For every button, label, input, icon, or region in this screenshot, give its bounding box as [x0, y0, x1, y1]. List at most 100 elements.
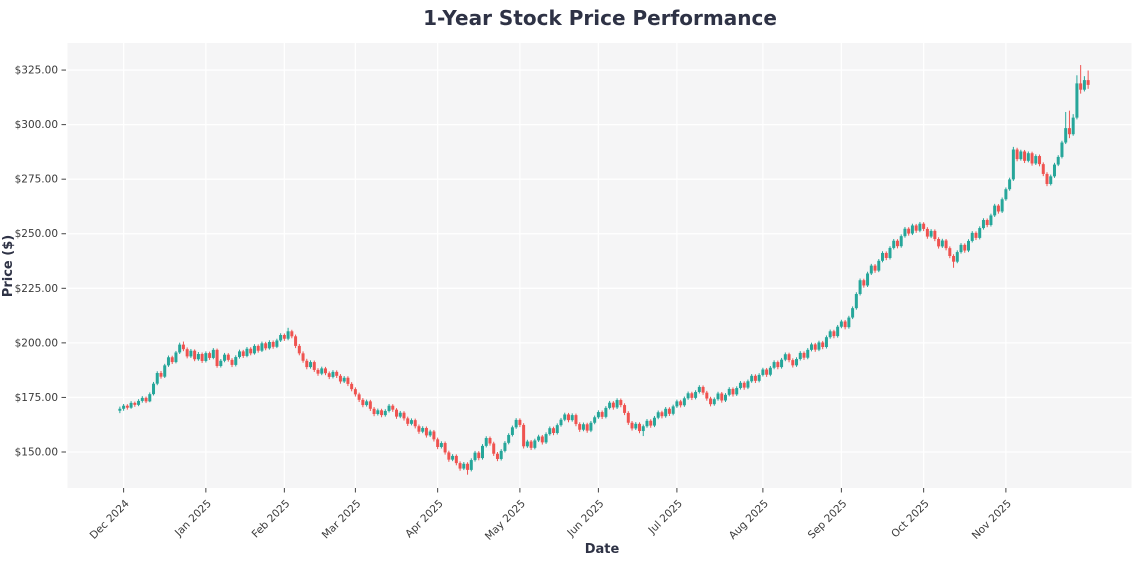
candle[interactable] [712, 397, 716, 406]
candle[interactable] [709, 396, 713, 407]
candle[interactable] [361, 398, 365, 408]
candle[interactable] [780, 357, 784, 369]
candle[interactable] [365, 399, 369, 407]
candle[interactable] [335, 370, 339, 379]
candle[interactable] [652, 415, 656, 428]
candle[interactable] [391, 404, 395, 412]
candle[interactable] [439, 441, 443, 449]
candle[interactable] [806, 348, 810, 360]
candle[interactable] [447, 450, 451, 462]
candle[interactable] [970, 231, 974, 243]
candle[interactable] [1019, 149, 1023, 161]
candle[interactable] [241, 349, 245, 358]
candle[interactable] [877, 259, 881, 273]
candle[interactable] [694, 390, 698, 400]
candle[interactable] [645, 419, 649, 428]
candle[interactable] [466, 462, 470, 475]
candle[interactable] [507, 433, 511, 445]
candle[interactable] [552, 426, 556, 436]
candle[interactable] [952, 254, 956, 268]
candle[interactable] [327, 371, 331, 380]
candle[interactable] [888, 246, 892, 260]
candle[interactable] [189, 348, 193, 358]
candle[interactable] [1008, 177, 1012, 191]
candle[interactable] [196, 352, 200, 361]
candle[interactable] [260, 341, 264, 353]
candle[interactable] [129, 401, 133, 409]
candle[interactable] [798, 351, 802, 361]
candle[interactable] [918, 221, 922, 233]
candle[interactable] [821, 340, 825, 350]
candle[interactable] [828, 329, 832, 339]
candle[interactable] [282, 333, 286, 341]
candle[interactable] [824, 335, 828, 349]
candle[interactable] [948, 246, 952, 259]
candle[interactable] [323, 366, 327, 376]
candle[interactable] [286, 327, 290, 341]
candle[interactable] [1079, 65, 1083, 94]
candle[interactable] [787, 352, 791, 363]
candle[interactable] [522, 423, 526, 449]
candle[interactable] [421, 426, 425, 434]
candle[interactable] [279, 333, 283, 342]
candle[interactable] [626, 411, 630, 425]
candle[interactable] [963, 243, 967, 253]
candle[interactable] [181, 341, 185, 352]
candle[interactable] [484, 436, 488, 448]
candle[interactable] [914, 223, 918, 233]
candle[interactable] [473, 450, 477, 462]
candle[interactable] [925, 227, 929, 239]
candle[interactable] [559, 417, 563, 427]
candle[interactable] [836, 324, 840, 338]
candle[interactable] [634, 422, 638, 430]
candle[interactable] [406, 416, 410, 427]
candle[interactable] [731, 387, 735, 397]
candle[interactable] [275, 338, 279, 349]
candle[interactable] [316, 368, 320, 376]
candle[interactable] [772, 360, 776, 370]
candle[interactable] [884, 251, 888, 261]
candle[interactable] [208, 351, 212, 360]
candle[interactable] [813, 342, 817, 352]
candle[interactable] [395, 408, 399, 419]
candle[interactable] [630, 420, 634, 431]
candle[interactable] [1067, 110, 1071, 139]
candle[interactable] [944, 238, 948, 251]
candle[interactable] [735, 386, 739, 396]
candle[interactable] [761, 367, 765, 377]
candle[interactable] [1034, 154, 1038, 165]
candle[interactable] [398, 410, 402, 419]
candle[interactable] [417, 424, 421, 434]
candle[interactable] [862, 278, 866, 288]
candle[interactable] [996, 204, 1000, 214]
candle[interactable] [540, 434, 544, 445]
candle[interactable] [1071, 114, 1075, 136]
candle[interactable] [1000, 197, 1004, 214]
candle[interactable] [357, 392, 361, 403]
candle[interactable] [219, 359, 223, 368]
candle[interactable] [428, 429, 432, 437]
candle[interactable] [1030, 151, 1034, 166]
candle[interactable] [753, 374, 757, 384]
candle[interactable] [200, 352, 204, 363]
candle[interactable] [264, 341, 268, 351]
candle[interactable] [809, 342, 813, 352]
candle[interactable] [959, 243, 963, 254]
candle[interactable] [843, 319, 847, 330]
candle[interactable] [866, 271, 870, 287]
candle[interactable] [679, 399, 683, 408]
candle[interactable] [290, 329, 294, 339]
candle[interactable] [166, 355, 170, 367]
candle[interactable] [211, 348, 215, 360]
candle[interactable] [1023, 149, 1027, 164]
candle[interactable] [608, 400, 612, 410]
candle[interactable] [563, 412, 567, 422]
candle[interactable] [802, 351, 806, 360]
candle[interactable] [993, 203, 997, 217]
candle[interactable] [907, 227, 911, 236]
candle[interactable] [955, 250, 959, 264]
candle[interactable] [451, 454, 455, 462]
candle[interactable] [611, 401, 615, 410]
candle[interactable] [458, 461, 462, 471]
candle[interactable] [701, 385, 705, 395]
